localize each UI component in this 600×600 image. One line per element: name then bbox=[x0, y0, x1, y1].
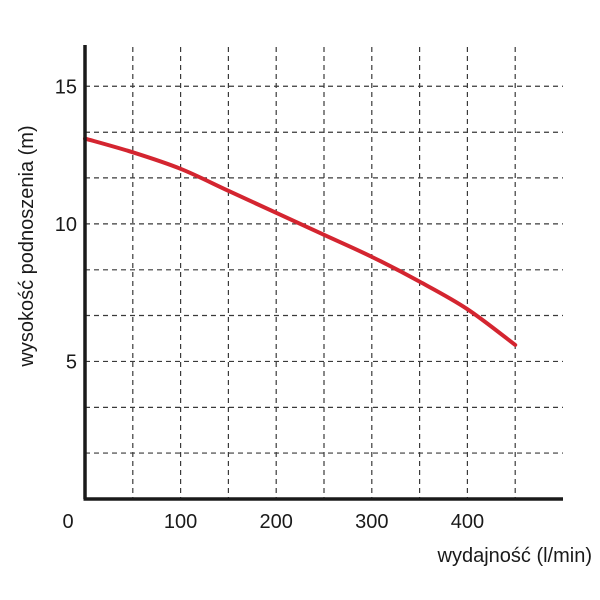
x-tick-label-100: 100 bbox=[164, 511, 197, 533]
x-axis-label: wydajność (l/min) bbox=[437, 545, 592, 567]
tick-labels: 100 200 300 400 5 10 15 bbox=[55, 76, 484, 533]
grid bbox=[85, 47, 563, 499]
x-tick-label-200: 200 bbox=[260, 511, 293, 533]
x-tick-label-300: 300 bbox=[355, 511, 388, 533]
series-line-0 bbox=[83, 136, 518, 347]
axes bbox=[83, 45, 563, 501]
y-axis-label: wysokość podnoszenia (m) bbox=[16, 125, 38, 367]
x-tick-label-400: 400 bbox=[451, 511, 484, 533]
y-tick-label-10: 10 bbox=[55, 214, 77, 236]
series-layer bbox=[83, 136, 518, 347]
y-tick-label-15: 15 bbox=[55, 76, 77, 98]
y-tick-label-5: 5 bbox=[66, 351, 77, 373]
origin-tick-label: 0 bbox=[62, 511, 73, 533]
